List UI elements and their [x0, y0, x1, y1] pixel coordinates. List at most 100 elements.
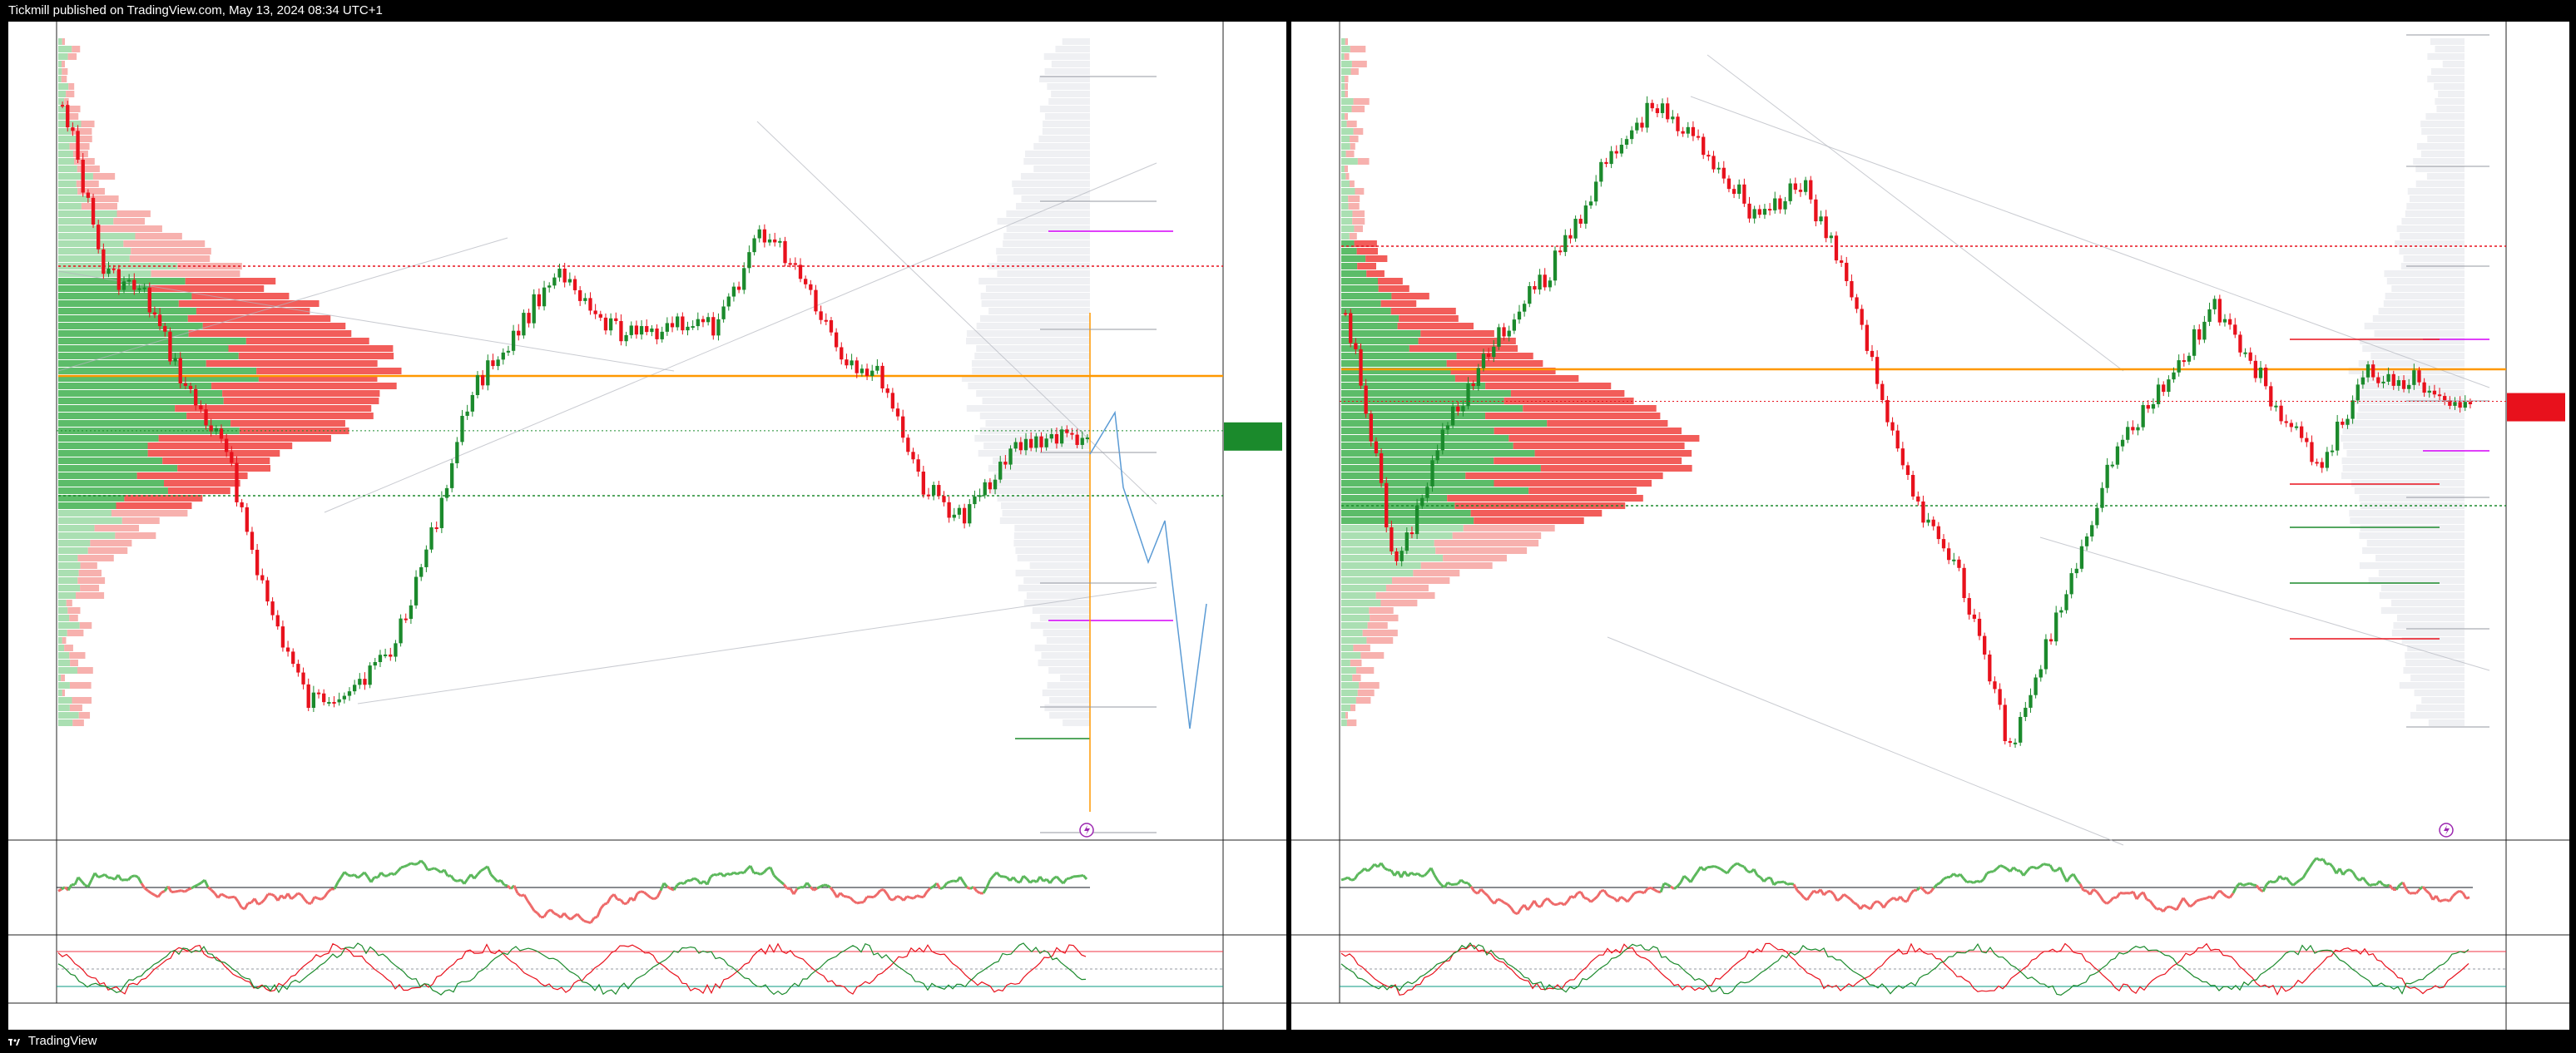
- right-candle: [2074, 568, 2078, 574]
- left-osc1-segment: [84, 883, 89, 888]
- right-osc1-segment: [2465, 896, 2470, 900]
- right-osc1-segment: [2439, 898, 2444, 903]
- right-volume-profile-down-bar: [1345, 151, 1355, 157]
- left-candle: [1003, 462, 1008, 465]
- left-candle: [962, 507, 967, 524]
- right-volume-profile-down-bar: [1420, 330, 1494, 337]
- left-session-profile-bar: [1013, 532, 1090, 539]
- right-osc1-segment: [2162, 906, 2168, 912]
- right-osc1-segment: [2388, 884, 2395, 891]
- right-osc1-segment: [1503, 902, 1508, 906]
- left-session-profile-bar: [1047, 682, 1090, 689]
- right-candle: [2341, 421, 2345, 425]
- left-candle: [404, 618, 408, 620]
- left-candle: [260, 575, 265, 581]
- right-volume-profile-down-bar: [1357, 690, 1375, 696]
- right-candle: [2391, 373, 2395, 386]
- chart-panel-left[interactable]: [8, 22, 1286, 1030]
- chart-panel-right[interactable]: [1291, 22, 2569, 1030]
- right-osc1-segment: [1497, 897, 1502, 902]
- left-volume-profile-up-bar: [58, 487, 168, 494]
- left-volume-profile-up-bar: [58, 390, 223, 397]
- right-volume-profile-down-bar: [1365, 255, 1388, 262]
- left-candle: [126, 279, 131, 282]
- right-osc1-segment: [1433, 874, 1439, 882]
- right-osc1-segment: [2278, 875, 2285, 881]
- right-candle: [2407, 384, 2411, 389]
- right-volume-profile-up-bar: [1341, 577, 1392, 584]
- right-volume-profile-up-bar: [1341, 532, 1453, 539]
- left-volume-profile-down-bar: [61, 76, 67, 82]
- right-volume-profile-up-bar: [1341, 457, 1494, 464]
- left-session-profile-bar: [1021, 195, 1090, 202]
- left-candle: [378, 655, 383, 662]
- left-projection-path: [1089, 410, 1207, 729]
- right-volume-profile-up-bar: [1341, 76, 1345, 82]
- right-session-profile-bar: [2359, 532, 2465, 539]
- right-volume-profile-up-bar: [1341, 398, 1504, 404]
- right-candle: [2325, 452, 2330, 468]
- right-volume-profile-up-bar: [1341, 106, 1352, 112]
- right-volume-profile-down-bar: [1362, 630, 1398, 636]
- left-osc1-segment: [270, 892, 275, 897]
- left-osc1-segment: [1043, 878, 1048, 882]
- right-candle: [2233, 324, 2237, 335]
- right-session-profile-bar: [2344, 420, 2465, 427]
- right-osc1-segment: [1995, 864, 2002, 870]
- right-candle: [2197, 329, 2202, 340]
- left-volume-profile-down-bar: [230, 420, 345, 427]
- right-session-profile-bar: [2403, 255, 2465, 262]
- right-volume-profile-up-bar: [1341, 592, 1376, 599]
- left-volume-profile-down-bar: [147, 450, 280, 457]
- left-volume-profile-down-bar: [77, 555, 114, 561]
- left-candle: [368, 665, 372, 685]
- left-candle: [235, 462, 239, 502]
- right-osc1-segment: [1899, 895, 1905, 902]
- left-osc1-segment: [969, 885, 974, 890]
- right-osc1-segment: [1570, 895, 1575, 899]
- left-volume-profile-down-bar: [78, 570, 102, 576]
- right-volume-profile-down-bar: [1380, 600, 1418, 606]
- right-candle: [2432, 390, 2437, 395]
- right-candle: [1742, 184, 1746, 204]
- left-candle: [906, 438, 910, 452]
- right-candle: [2427, 390, 2431, 393]
- left-osc1-segment: [929, 885, 934, 890]
- right-session-profile-bar: [2361, 383, 2465, 389]
- right-volume-profile-down-bar: [1354, 240, 1377, 247]
- left-candle: [957, 507, 962, 515]
- right-candle: [1385, 482, 1389, 527]
- left-candle: [767, 239, 772, 243]
- right-candle: [1660, 103, 1665, 113]
- right-osc1-segment: [1822, 891, 1829, 897]
- left-volume-profile-up-bar: [58, 315, 188, 322]
- left-osc1-segment: [873, 893, 878, 898]
- left-session-profile-bar: [1033, 166, 1090, 172]
- left-osc1-segment: [453, 878, 458, 882]
- right-osc1-segment: [2361, 877, 2368, 883]
- left-candle: [311, 692, 316, 709]
- right-volume-profile-down-bar: [1470, 510, 1603, 517]
- left-osc1-segment: [430, 867, 435, 871]
- right-session-profile-bar: [2425, 113, 2465, 120]
- right-osc1-segment: [2415, 888, 2421, 894]
- left-candle: [921, 471, 925, 495]
- left-volume-profile-down-bar: [68, 83, 75, 90]
- left-session-profile-bar: [972, 368, 1090, 374]
- left-osc1-segment: [526, 899, 533, 907]
- right-osc1-segment: [2142, 892, 2148, 900]
- left-osc1-segment: [310, 896, 316, 904]
- left-volume-profile-up-bar: [58, 465, 178, 472]
- left-session-profile-bar: [1049, 697, 1090, 704]
- left-volume-profile-down-bar: [196, 308, 310, 314]
- right-session-profile-bar: [2386, 278, 2465, 284]
- right-osc1-segment: [1986, 870, 1991, 875]
- left-session-profile-bar: [997, 218, 1090, 225]
- right-candle: [2279, 405, 2283, 422]
- left-volume-profile-up-bar: [58, 383, 212, 389]
- right-candle: [1681, 131, 1685, 134]
- left-candle: [157, 314, 162, 327]
- right-osc1-segment: [1420, 874, 1425, 878]
- right-volume-profile-up-bar: [1341, 338, 1419, 344]
- right-osc1-segment: [2206, 895, 2211, 900]
